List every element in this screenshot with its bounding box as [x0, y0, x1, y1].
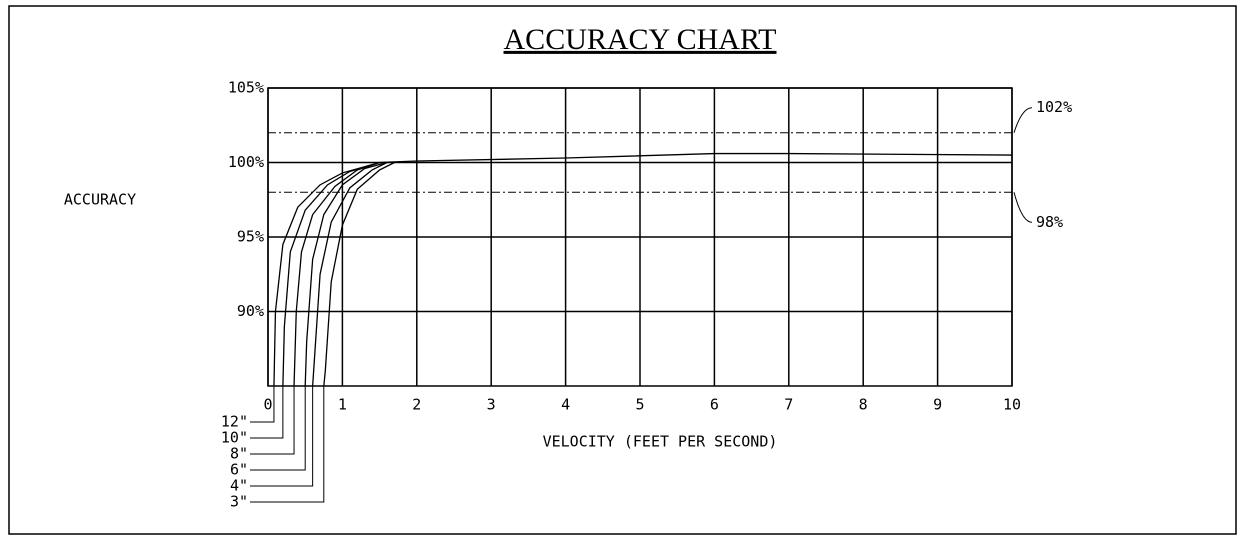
x-tick-label: 1 [338, 396, 347, 414]
legend-label: 10" [221, 429, 248, 447]
series-line [323, 161, 395, 387]
legend-label: 12" [221, 413, 248, 431]
legend-leader [250, 386, 314, 487]
y-tick-label: 90% [237, 302, 264, 320]
legend-leader [250, 386, 306, 471]
series-line [273, 152, 1013, 387]
legend-label: 4" [230, 477, 248, 495]
legend-leader [250, 386, 275, 423]
x-tick-label: 10 [1003, 396, 1021, 414]
x-tick-label: 6 [710, 396, 719, 414]
legend-leader [250, 386, 284, 439]
x-tick-label: 9 [933, 396, 942, 414]
reference-label: 98% [1036, 213, 1063, 231]
x-tick-label: 4 [561, 396, 570, 414]
y-tick-label: 105% [228, 79, 264, 97]
series-line [282, 161, 380, 387]
x-tick-label: 8 [859, 396, 868, 414]
x-tick-label: 2 [412, 396, 421, 414]
legend-label: 3" [230, 493, 248, 511]
legend-label: 6" [230, 461, 248, 479]
x-tick-label: 7 [784, 396, 793, 414]
series-line [293, 161, 380, 387]
x-axis-label: VELOCITY (FEET PER SECOND) [543, 433, 778, 451]
legend-leader [250, 386, 325, 503]
legend-leader [250, 386, 295, 455]
reference-label: 102% [1036, 98, 1072, 116]
reference-leader [1013, 107, 1033, 133]
x-tick-label: 0 [263, 396, 272, 414]
frame [8, 5, 1237, 535]
series-line [311, 161, 388, 387]
chart-title: ACCURACY CHART [504, 23, 777, 56]
series-line [304, 161, 388, 387]
y-tick-label: 100% [228, 153, 264, 171]
y-tick-label: 95% [237, 228, 264, 246]
x-tick-label: 3 [487, 396, 496, 414]
y-axis-label: ACCURACY [64, 191, 136, 209]
x-tick-label: 5 [635, 396, 644, 414]
reference-leader [1013, 192, 1033, 223]
legend-label: 8" [230, 445, 248, 463]
